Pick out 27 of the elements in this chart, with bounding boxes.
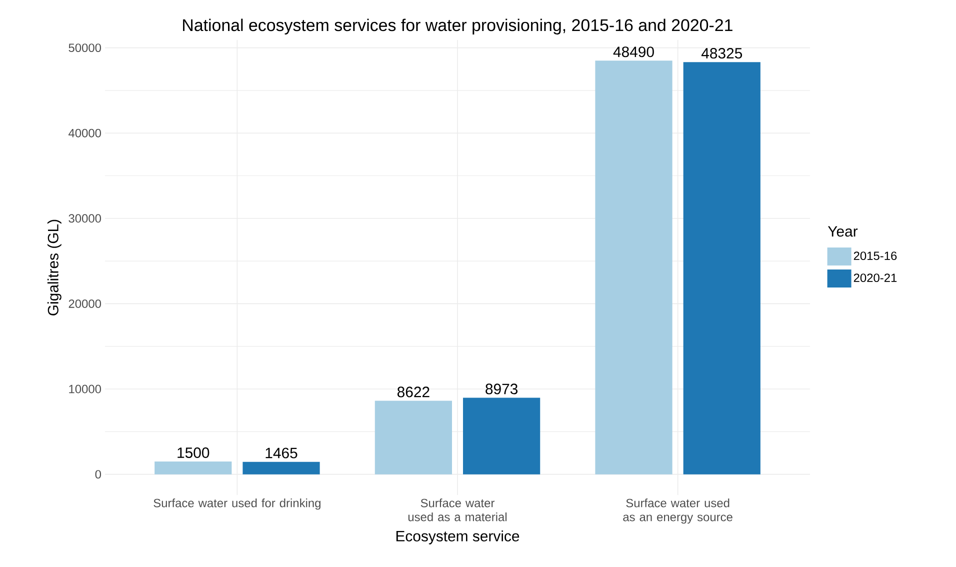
y-tick-label: 30000 (68, 214, 102, 223)
legend-label: 2015-16 (854, 252, 897, 260)
bar (374, 400, 452, 474)
data-label: 1500 (178, 447, 210, 458)
y-tick-label: 0 (95, 470, 102, 479)
x-tick-label: Surface water used as an energy source (623, 498, 732, 524)
x-axis-title: Ecosystem service (396, 530, 520, 544)
data-label: 48490 (613, 46, 654, 58)
y-tick-label: 50000 (68, 44, 102, 52)
bar (242, 462, 320, 474)
bar (154, 462, 232, 474)
x-tick-label: Surface water used for drinking (154, 498, 320, 510)
bar (683, 62, 760, 474)
bar (595, 60, 672, 474)
y-axis-title: Gigalitres (GL) (47, 220, 62, 316)
data-label: 8973 (486, 384, 518, 394)
data-label: 8622 (397, 386, 430, 398)
y-tick-label: 10000 (69, 384, 102, 394)
legend-label: 2020-21 (854, 274, 897, 282)
data-label: 1465 (266, 448, 298, 458)
y-tick-label: 20000 (68, 299, 102, 308)
x-tick-label: Surface water used as a material (408, 498, 507, 522)
bar (463, 398, 540, 474)
y-tick-label: 40000 (68, 128, 102, 138)
chart-title: National ecosystem services for water provisioning, 2015-16 and 2020-21 (183, 18, 732, 34)
legend-title: Year (828, 226, 858, 237)
data-label: 48325 (701, 48, 742, 59)
